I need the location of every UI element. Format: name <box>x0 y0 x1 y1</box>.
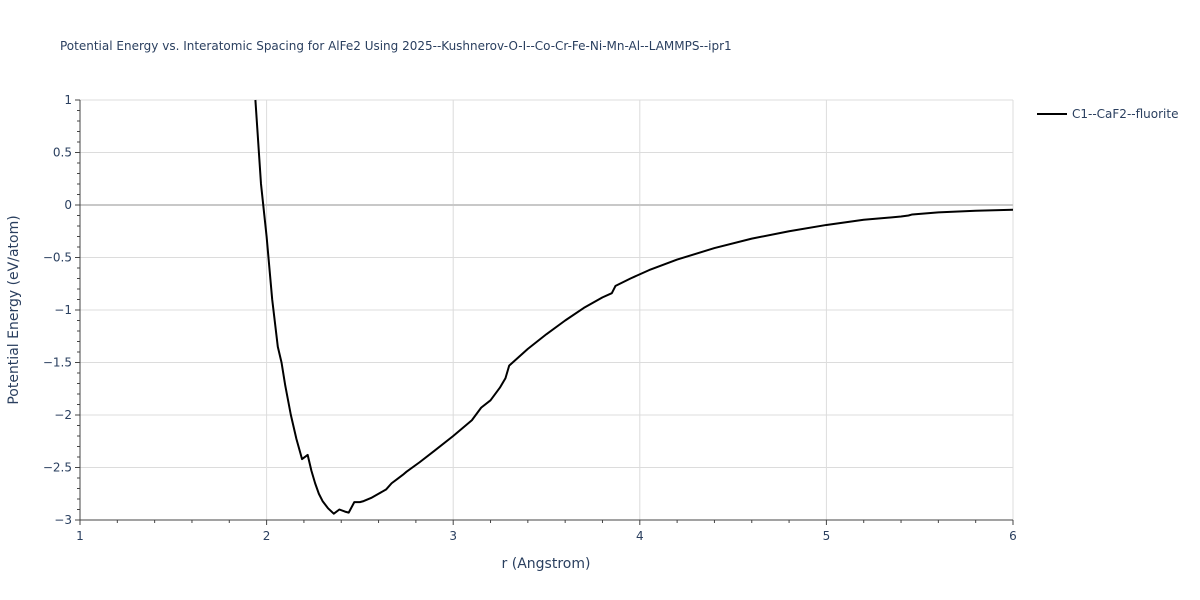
y-tick-label: 1 <box>64 93 72 107</box>
y-tick-label: −2 <box>54 408 72 422</box>
x-tick-label: 5 <box>823 529 831 543</box>
y-tick-label: −2.5 <box>43 461 72 475</box>
series-layer <box>254 99 1013 515</box>
y-tick-label: −3 <box>54 513 72 527</box>
x-axis-title: r (Angstrom) <box>502 556 591 572</box>
x-tick-label: 1 <box>76 529 84 543</box>
legend[interactable]: C1--CaF2--fluorite <box>1037 107 1178 121</box>
series-line <box>254 99 1013 515</box>
chart-title: Potential Energy vs. Interatomic Spacing… <box>60 39 732 53</box>
y-tick-label: 0.5 <box>53 146 72 160</box>
y-tick-label: −1.5 <box>43 356 72 370</box>
x-tick-label: 3 <box>449 529 457 543</box>
grid-layer <box>80 99 1014 520</box>
y-tick-label: −0.5 <box>43 251 72 265</box>
x-tick-label: 2 <box>263 529 271 543</box>
y-axis-title: Potential Energy (eV/atom) <box>6 215 22 404</box>
legend-item-label: C1--CaF2--fluorite <box>1072 107 1178 121</box>
x-tick-label: 6 <box>1009 529 1017 543</box>
y-tick-label: 0 <box>64 198 72 212</box>
y-tick-label: −1 <box>54 303 72 317</box>
axis-layer: 1 2 3 4 5 6 1 0.5 0 −0.5 −1 −1.5 −2 −2.5 −3 <box>43 93 1017 543</box>
x-tick-label: 4 <box>636 529 644 543</box>
